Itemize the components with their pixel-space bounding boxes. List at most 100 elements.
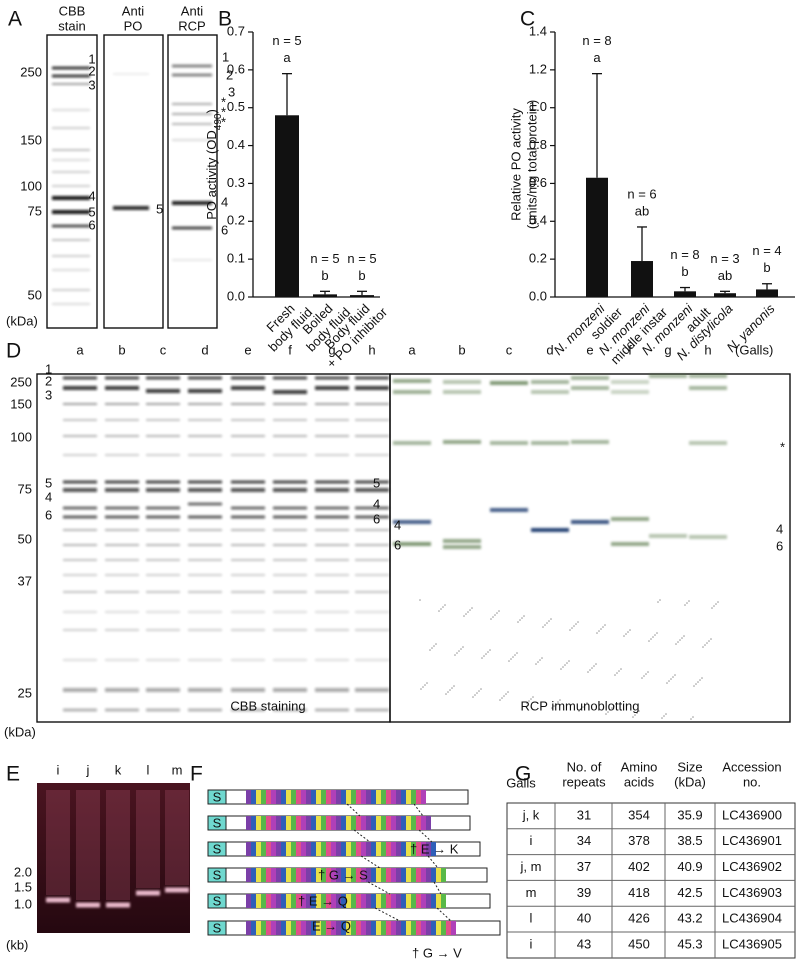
- repeat-unit: [331, 921, 336, 935]
- repeat-unit: [411, 921, 416, 935]
- gel-band: [188, 389, 222, 393]
- repeat-unit: [261, 868, 266, 882]
- repeat-unit: [306, 894, 311, 908]
- gel-band: [188, 688, 222, 692]
- repeat-unit: [321, 842, 326, 856]
- speckle: [454, 654, 456, 656]
- gel-band: [63, 515, 97, 519]
- repeat-unit: [376, 921, 381, 935]
- gel-band: [113, 73, 149, 75]
- marker-label: 150: [20, 132, 42, 147]
- lane-letter: f: [288, 342, 292, 357]
- gel-band: [52, 149, 90, 151]
- y-tick-label: 0.8: [529, 137, 547, 152]
- gel-band: [52, 185, 90, 187]
- speckle: [674, 674, 676, 676]
- signal-label: S: [213, 920, 222, 935]
- speckle: [679, 639, 681, 641]
- repeat-unit: [306, 816, 311, 830]
- speckle: [487, 651, 489, 653]
- gel-band: [231, 591, 265, 593]
- speckle: [683, 635, 685, 637]
- y-tick-label: 0.6: [529, 175, 547, 190]
- agarose-gel: [37, 783, 190, 933]
- gel-band: [273, 419, 307, 421]
- table-cell: 34: [577, 833, 591, 848]
- gel-band: [315, 574, 349, 576]
- gel-band: [146, 591, 180, 593]
- lane-letter: d: [201, 342, 208, 357]
- repeat-unit: [326, 816, 331, 830]
- gel-band: [165, 887, 189, 893]
- speckle: [499, 699, 501, 701]
- speckle: [701, 677, 703, 679]
- repeat-unit: [261, 816, 266, 830]
- repeat-unit: [341, 921, 346, 935]
- repeat-unit: [436, 894, 441, 908]
- repeat-unit: [276, 790, 281, 804]
- gel-band: [689, 386, 727, 390]
- gel-band: [273, 390, 307, 394]
- repeat-unit: [281, 894, 286, 908]
- repeat-unit: [386, 868, 391, 882]
- gel-band: [52, 66, 90, 70]
- gel-band: [172, 259, 212, 261]
- repeat-unit: [351, 790, 356, 804]
- speckle: [666, 682, 668, 684]
- repeat-unit: [321, 868, 326, 882]
- speckle: [665, 713, 667, 715]
- gel-band: [393, 441, 431, 445]
- gel-band: [355, 591, 389, 593]
- marker-label: 100: [10, 429, 32, 444]
- lane-letter: g: [664, 342, 671, 357]
- band-number: *: [780, 439, 785, 454]
- lane-smear: [76, 790, 100, 900]
- gel-band: [231, 480, 265, 484]
- speckle: [586, 702, 588, 704]
- gel-band: [52, 255, 90, 257]
- gel-band: [172, 201, 212, 205]
- gel-band: [273, 480, 307, 484]
- repeat-unit: [401, 868, 406, 882]
- gel-band: [105, 488, 139, 492]
- bar: [350, 295, 374, 297]
- speckle: [550, 618, 552, 620]
- speckle: [471, 607, 473, 609]
- frame: [389, 373, 791, 723]
- repeat-unit: [356, 816, 361, 830]
- y-tick-label: 0.3: [227, 175, 245, 190]
- repeat-unit: [386, 816, 391, 830]
- gel-band: [63, 403, 97, 405]
- repeat-unit: [246, 790, 251, 804]
- speckle: [690, 718, 692, 720]
- repeat-unit: [371, 894, 376, 908]
- gel-band: [315, 659, 349, 661]
- gel-band: [172, 103, 212, 105]
- marker-label: 250: [20, 64, 42, 79]
- gel-band: [273, 574, 307, 576]
- gel-band: [105, 454, 139, 456]
- gel-band: [649, 534, 687, 538]
- gel-band: [315, 454, 349, 456]
- speckle: [523, 615, 525, 617]
- gel-band: [231, 419, 265, 421]
- mutation-label: † E → K: [410, 841, 459, 856]
- repeat-unit: [311, 842, 316, 856]
- table-cell: 40.9: [677, 859, 702, 874]
- gel-band: [273, 529, 307, 531]
- signal-label: S: [213, 815, 222, 830]
- repeat-unit: [286, 842, 291, 856]
- repeat-unit: [406, 842, 411, 856]
- gel-band: [172, 139, 212, 141]
- frame: [46, 34, 98, 329]
- gel-band: [315, 480, 349, 484]
- speckle: [472, 696, 474, 698]
- speckle: [591, 667, 593, 669]
- repeat-unit: [331, 816, 336, 830]
- repeat-unit: [401, 842, 406, 856]
- marker-label: 50: [18, 531, 32, 546]
- gel-band: [146, 559, 180, 561]
- repeat-unit: [366, 816, 371, 830]
- gel-band: [490, 441, 528, 445]
- repeat-unit: [271, 868, 276, 882]
